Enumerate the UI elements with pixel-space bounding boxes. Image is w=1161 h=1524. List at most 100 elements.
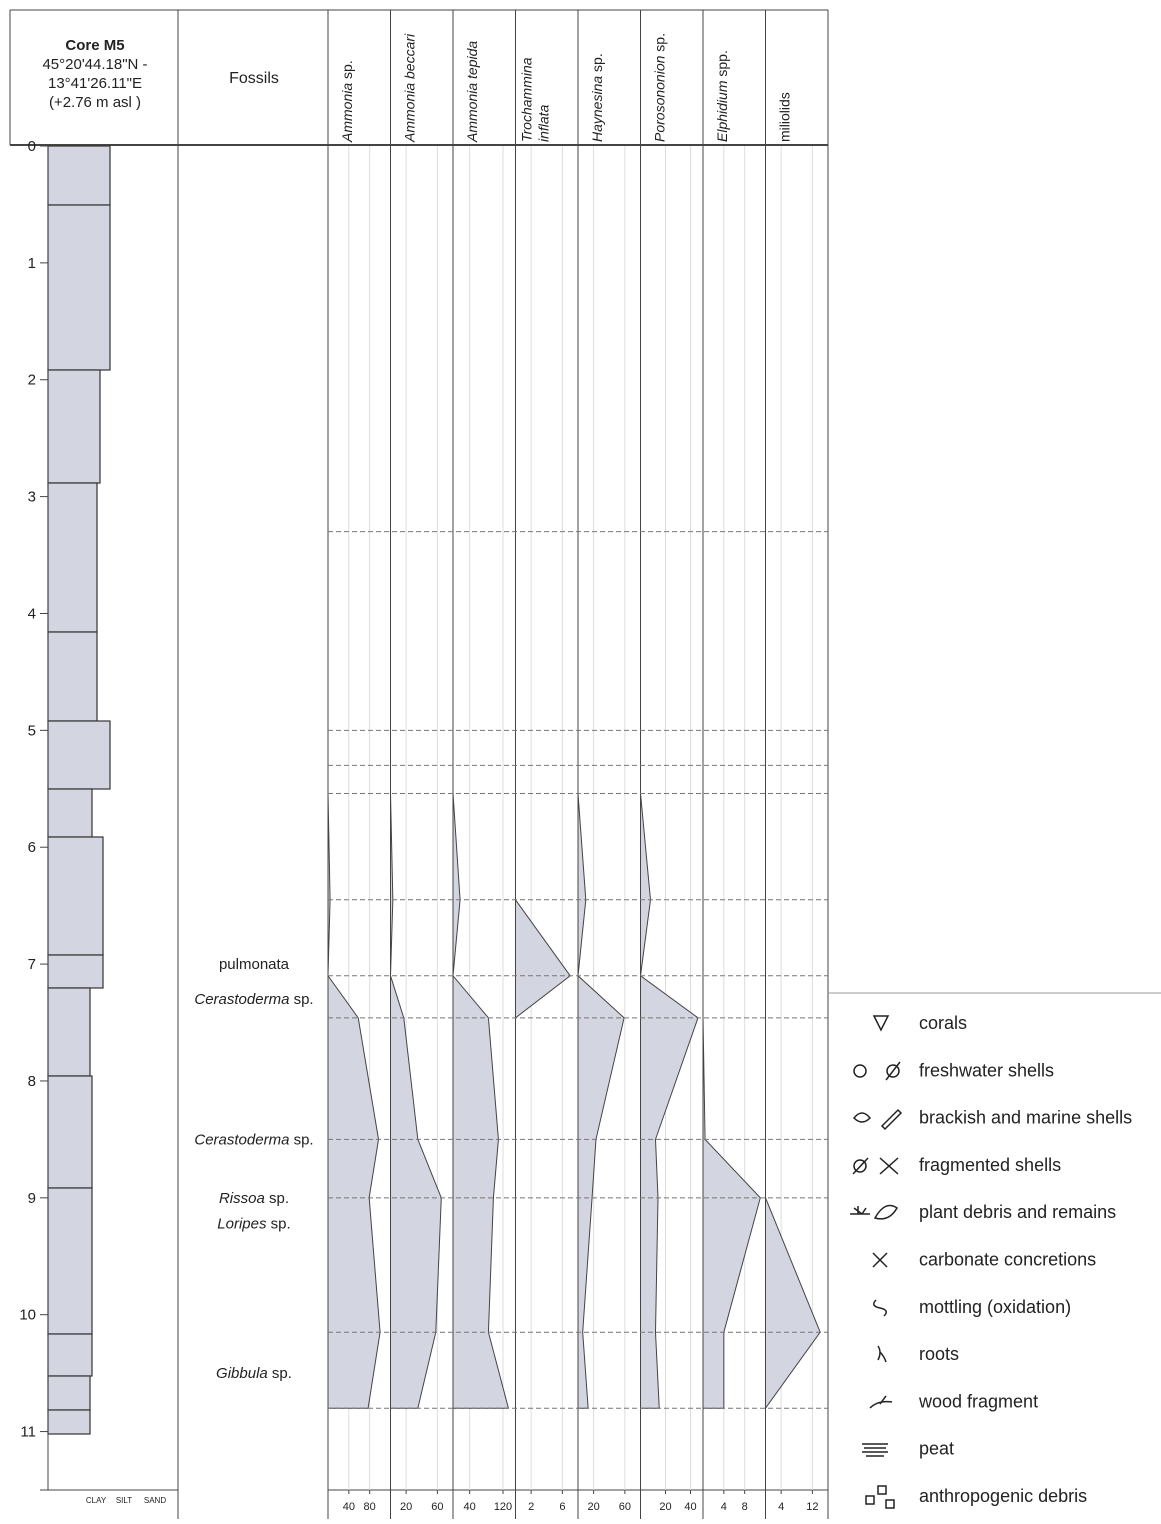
species-name: inflata bbox=[536, 104, 552, 142]
depth-label: 2 bbox=[28, 372, 36, 389]
core-unit bbox=[47, 631, 98, 722]
core-unit bbox=[47, 1409, 91, 1435]
legend-label: corals bbox=[919, 1013, 967, 1033]
depth-label: 4 bbox=[28, 605, 36, 622]
core-unit bbox=[47, 1375, 91, 1411]
legend-label: fragmented shells bbox=[919, 1155, 1061, 1175]
legend-label: wood fragment bbox=[918, 1391, 1038, 1411]
x-tick-label: 60 bbox=[431, 1501, 443, 1513]
core-title: Core M5 bbox=[65, 37, 124, 54]
fossil-label: Gibbula sp. bbox=[216, 1365, 292, 1382]
x-tick-label: 60 bbox=[619, 1501, 631, 1513]
species-name-part: Trochammina bbox=[519, 57, 535, 142]
species-name: Elphidium spp. bbox=[714, 50, 730, 142]
x-tick-label: 4 bbox=[721, 1501, 727, 1513]
depth-label: 5 bbox=[28, 722, 36, 739]
x-tick-label: 20 bbox=[659, 1501, 671, 1513]
depth-label: 1 bbox=[28, 255, 36, 272]
core-unit bbox=[47, 369, 101, 484]
fossil-label: pulmonata bbox=[219, 956, 290, 973]
fossil-label: Cerastoderma sp. bbox=[194, 991, 313, 1008]
species-name-part: miliolids bbox=[777, 92, 793, 142]
x-tick-label: 80 bbox=[364, 1501, 376, 1513]
core-unit bbox=[47, 1333, 93, 1377]
legend-label: roots bbox=[919, 1344, 959, 1364]
species-name: Porosononion sp. bbox=[652, 33, 668, 142]
fossil-text: sp. bbox=[265, 1190, 289, 1207]
x-tick-label: 6 bbox=[559, 1501, 565, 1513]
fossil-genus: Cerastoderma bbox=[194, 991, 289, 1008]
species-name-part: Elphidium bbox=[714, 80, 730, 142]
species-name: Ammonia tepida bbox=[464, 41, 480, 143]
core-coord: 45°20'44.18"N - bbox=[42, 56, 147, 73]
depth-label: 7 bbox=[28, 956, 36, 973]
species-name: Haynesina sp. bbox=[589, 53, 605, 142]
legend-icons bbox=[850, 1015, 903, 1509]
species-name: Ammonia beccari bbox=[402, 33, 418, 143]
fossil-text: sp. bbox=[289, 991, 313, 1008]
species-suffix: sp. bbox=[339, 60, 355, 83]
legend-label: anthropogenic debris bbox=[919, 1486, 1087, 1506]
grain-size: SAND bbox=[144, 1496, 166, 1505]
legend-label: freshwater shells bbox=[919, 1060, 1054, 1080]
legend-label: carbonate concretions bbox=[919, 1250, 1096, 1270]
species-suffix: sp. bbox=[652, 33, 668, 56]
species-name-part: Ammonia beccari bbox=[402, 33, 418, 143]
x-tick-label: 12 bbox=[806, 1501, 818, 1513]
core-unit bbox=[47, 145, 111, 206]
x-tick-label: 40 bbox=[464, 1501, 476, 1513]
abundance-area bbox=[389, 793, 442, 1409]
depth-label: 10 bbox=[19, 1307, 36, 1324]
depth-label: 11 bbox=[20, 1424, 36, 1441]
species-name-part: inflata bbox=[536, 104, 552, 142]
species-name: miliolids bbox=[777, 92, 793, 142]
x-tick-label: 4 bbox=[778, 1501, 784, 1513]
species-suffix: spp. bbox=[714, 50, 730, 80]
x-tick-label: 8 bbox=[742, 1501, 748, 1513]
x-tick-label: 40 bbox=[684, 1501, 696, 1513]
abundance-area bbox=[577, 531, 625, 1409]
abundance-area bbox=[452, 793, 510, 1409]
fossil-text: pulmonata bbox=[219, 956, 290, 973]
species-name-part: Porosononion bbox=[652, 55, 668, 142]
depth-label: 6 bbox=[28, 839, 36, 856]
fossil-label: Loripes sp. bbox=[217, 1216, 290, 1233]
core-unit bbox=[47, 1187, 93, 1335]
abundance-area bbox=[702, 1017, 761, 1409]
core-unit bbox=[47, 720, 111, 790]
species-name-part: Haynesina bbox=[589, 76, 605, 142]
core-unit bbox=[47, 204, 111, 371]
species-suffix: sp. bbox=[589, 53, 605, 76]
core-coord: (+2.76 m asl ) bbox=[49, 94, 141, 111]
legend-label: brackish and marine shells bbox=[919, 1108, 1132, 1128]
core-unit bbox=[47, 987, 91, 1077]
fossil-text: sp. bbox=[289, 1131, 313, 1148]
legend-label: mottling (oxidation) bbox=[919, 1297, 1071, 1317]
fossil-text: sp. bbox=[268, 1365, 292, 1382]
x-tick-label: 40 bbox=[343, 1501, 355, 1513]
fossil-genus: Loripes bbox=[217, 1216, 267, 1233]
depth-label: 8 bbox=[28, 1073, 36, 1090]
abundance-area bbox=[515, 898, 571, 1019]
core-coord: 13°41'26.11"E bbox=[48, 75, 142, 92]
grain-size: SILT bbox=[116, 1496, 132, 1505]
x-tick-label: 120 bbox=[494, 1501, 512, 1513]
fossil-label: Cerastoderma sp. bbox=[194, 1131, 313, 1148]
legend-label: plant debris and remains bbox=[919, 1202, 1116, 1222]
species-name-part: Ammonia bbox=[339, 83, 355, 143]
species-name: Trochammina bbox=[519, 57, 535, 142]
x-tick-label: 20 bbox=[400, 1501, 412, 1513]
depth-label: 3 bbox=[28, 489, 36, 506]
fossil-genus: Rissoa bbox=[219, 1190, 265, 1207]
x-tick-label: 2 bbox=[528, 1501, 534, 1513]
depth-label: 0 bbox=[28, 138, 36, 155]
core-unit bbox=[47, 954, 104, 989]
abundance-area bbox=[327, 531, 381, 1409]
fossil-genus: Cerastoderma bbox=[194, 1131, 289, 1148]
core-unit bbox=[47, 836, 104, 956]
legend-label: peat bbox=[919, 1439, 954, 1459]
fossil-genus: Gibbula bbox=[216, 1365, 268, 1382]
fossils-title: Fossils bbox=[229, 70, 279, 87]
abundance-area bbox=[765, 1197, 821, 1410]
